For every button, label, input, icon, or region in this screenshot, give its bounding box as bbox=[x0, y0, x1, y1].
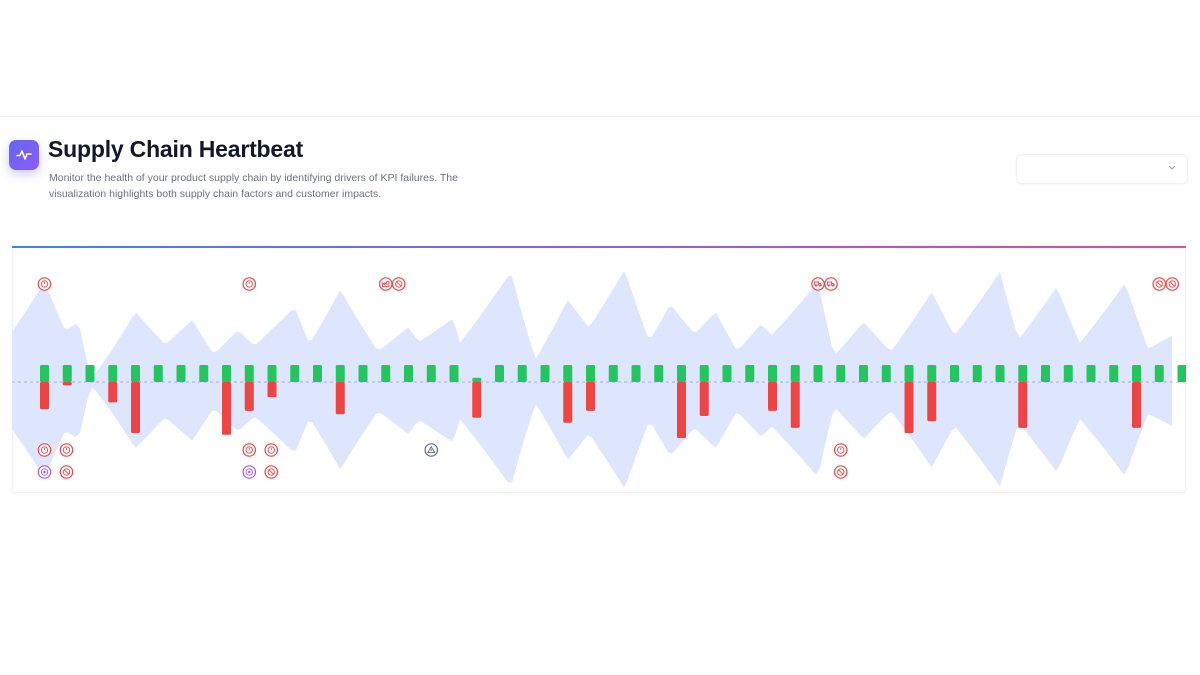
kpi-pass-bar[interactable] bbox=[290, 365, 300, 382]
kpi-fail-bar[interactable] bbox=[1018, 382, 1028, 428]
kpi-pass-bar[interactable] bbox=[586, 365, 595, 382]
kpi-pass-bar[interactable] bbox=[199, 365, 209, 382]
kpi-pass-bar[interactable] bbox=[699, 365, 709, 382]
kpi-pass-bar[interactable] bbox=[1177, 365, 1187, 382]
kpi-fail-bar[interactable] bbox=[586, 382, 595, 411]
kpi-fail-bar[interactable] bbox=[131, 382, 140, 433]
blocked-icon[interactable] bbox=[264, 465, 279, 479]
kpi-pass-bar[interactable] bbox=[381, 365, 391, 382]
kpi-pass-bar[interactable] bbox=[222, 365, 231, 382]
kpi-pass-bar[interactable] bbox=[313, 365, 322, 382]
clock-icon[interactable] bbox=[833, 443, 848, 457]
kpi-pass-bar[interactable] bbox=[1109, 365, 1119, 382]
kpi-pass-bar[interactable] bbox=[836, 365, 846, 382]
kpi-pass-bar[interactable] bbox=[654, 365, 664, 382]
kpi-pass-bar[interactable] bbox=[677, 365, 686, 382]
kpi-pass-bar[interactable] bbox=[995, 365, 1005, 382]
kpi-fail-bar[interactable] bbox=[108, 382, 118, 403]
kpi-pass-bar[interactable] bbox=[244, 365, 254, 382]
kpi-pass-bar[interactable] bbox=[745, 365, 755, 382]
kpi-pass-bar[interactable] bbox=[540, 365, 550, 382]
kpi-pass-bar[interactable] bbox=[972, 365, 982, 382]
kpi-pass-bar[interactable] bbox=[1132, 365, 1141, 382]
blocked-icon[interactable] bbox=[833, 465, 848, 479]
kpi-pass-bar[interactable] bbox=[1154, 365, 1164, 382]
kpi-pass-bar[interactable] bbox=[449, 365, 459, 382]
kpi-pass-bar[interactable] bbox=[108, 365, 118, 382]
blocked-icon[interactable] bbox=[59, 465, 74, 479]
kpi-pass-bar[interactable] bbox=[790, 365, 800, 382]
kpi-pass-bar[interactable] bbox=[358, 365, 368, 382]
kpi-pass-bar[interactable] bbox=[1086, 365, 1096, 382]
blocked-icon[interactable] bbox=[1152, 277, 1167, 291]
clock-icon[interactable] bbox=[264, 443, 279, 457]
kpi-pass-bar[interactable] bbox=[176, 365, 186, 382]
warning-icon[interactable] bbox=[424, 443, 439, 457]
kpi-fail-bar[interactable] bbox=[472, 382, 482, 418]
customer-icon[interactable] bbox=[37, 465, 52, 479]
kpi-pass-bar[interactable] bbox=[563, 365, 573, 382]
customer-icon[interactable] bbox=[242, 465, 257, 479]
kpi-fail-bar[interactable] bbox=[904, 382, 914, 433]
kpi-pass-bar[interactable] bbox=[813, 365, 823, 382]
kpi-fail-bar[interactable] bbox=[1132, 382, 1141, 428]
kpi-fail-bar[interactable] bbox=[40, 382, 49, 410]
kpi-pass-bar[interactable] bbox=[40, 365, 49, 382]
clock-icon[interactable] bbox=[37, 443, 52, 457]
kpi-fail-bar[interactable] bbox=[267, 382, 277, 398]
blocked-icon[interactable] bbox=[391, 277, 406, 291]
kpi-pass-bar[interactable] bbox=[85, 365, 95, 382]
card-accent-bar bbox=[12, 246, 1186, 248]
kpi-fail-bar[interactable] bbox=[222, 382, 231, 435]
product-select[interactable] bbox=[1016, 154, 1188, 184]
page-title: Supply Chain Heartbeat bbox=[48, 136, 304, 162]
heartbeat-icon bbox=[9, 140, 39, 170]
kpi-fail-bar[interactable] bbox=[677, 382, 686, 439]
heartbeat-chart bbox=[12, 271, 1187, 488]
clock-icon[interactable] bbox=[37, 277, 52, 291]
kpi-pass-bar[interactable] bbox=[859, 365, 868, 382]
kpi-pass-bar[interactable] bbox=[881, 365, 891, 382]
kpi-pass-bar[interactable] bbox=[517, 365, 527, 382]
kpi-pass-bar[interactable] bbox=[62, 365, 72, 382]
kpi-pass-bar[interactable] bbox=[1018, 365, 1028, 382]
kpi-pass-bar[interactable] bbox=[1041, 365, 1050, 382]
clock-icon[interactable] bbox=[242, 277, 257, 291]
blocked-icon[interactable] bbox=[1165, 277, 1180, 291]
kpi-pass-bar[interactable] bbox=[904, 365, 914, 382]
kpi-pass-bar[interactable] bbox=[1063, 365, 1073, 382]
kpi-pass-bar[interactable] bbox=[404, 365, 413, 382]
kpi-fail-bar[interactable] bbox=[244, 382, 254, 411]
kpi-pass-bar[interactable] bbox=[722, 365, 732, 382]
kpi-fail-bar[interactable] bbox=[790, 382, 800, 428]
kpi-pass-bar[interactable] bbox=[495, 365, 504, 382]
kpi-fail-bar[interactable] bbox=[699, 382, 709, 416]
kpi-pass-bar[interactable] bbox=[608, 365, 618, 382]
kpi-pass-bar[interactable] bbox=[131, 365, 140, 382]
top-bar bbox=[0, 0, 1200, 117]
clock-icon[interactable] bbox=[59, 443, 74, 457]
truck-icon[interactable] bbox=[824, 277, 838, 291]
truck-icon[interactable] bbox=[811, 277, 825, 291]
chevron-down-icon bbox=[1168, 165, 1176, 170]
kpi-pass-bar[interactable] bbox=[768, 365, 777, 382]
kpi-pass-bar[interactable] bbox=[426, 365, 436, 382]
kpi-fail-bar[interactable] bbox=[768, 382, 777, 411]
kpi-fail-bar[interactable] bbox=[335, 382, 345, 415]
kpi-pass-bar[interactable] bbox=[267, 365, 277, 382]
kpi-pass-bar[interactable] bbox=[472, 377, 482, 382]
page-description: Monitor the health of your product suppl… bbox=[49, 172, 458, 200]
kpi-pass-bar[interactable] bbox=[153, 365, 163, 382]
kpi-pass-bar[interactable] bbox=[950, 365, 959, 382]
kpi-fail-bar[interactable] bbox=[62, 382, 72, 386]
kpi-pass-bar[interactable] bbox=[927, 365, 937, 382]
kpi-fail-bar[interactable] bbox=[927, 382, 937, 422]
kpi-pass-bar[interactable] bbox=[631, 365, 641, 382]
kpi-pass-bar[interactable] bbox=[335, 365, 345, 382]
factory-icon[interactable] bbox=[378, 277, 393, 291]
clock-icon[interactable] bbox=[242, 443, 257, 457]
kpi-fail-bar[interactable] bbox=[563, 382, 573, 423]
